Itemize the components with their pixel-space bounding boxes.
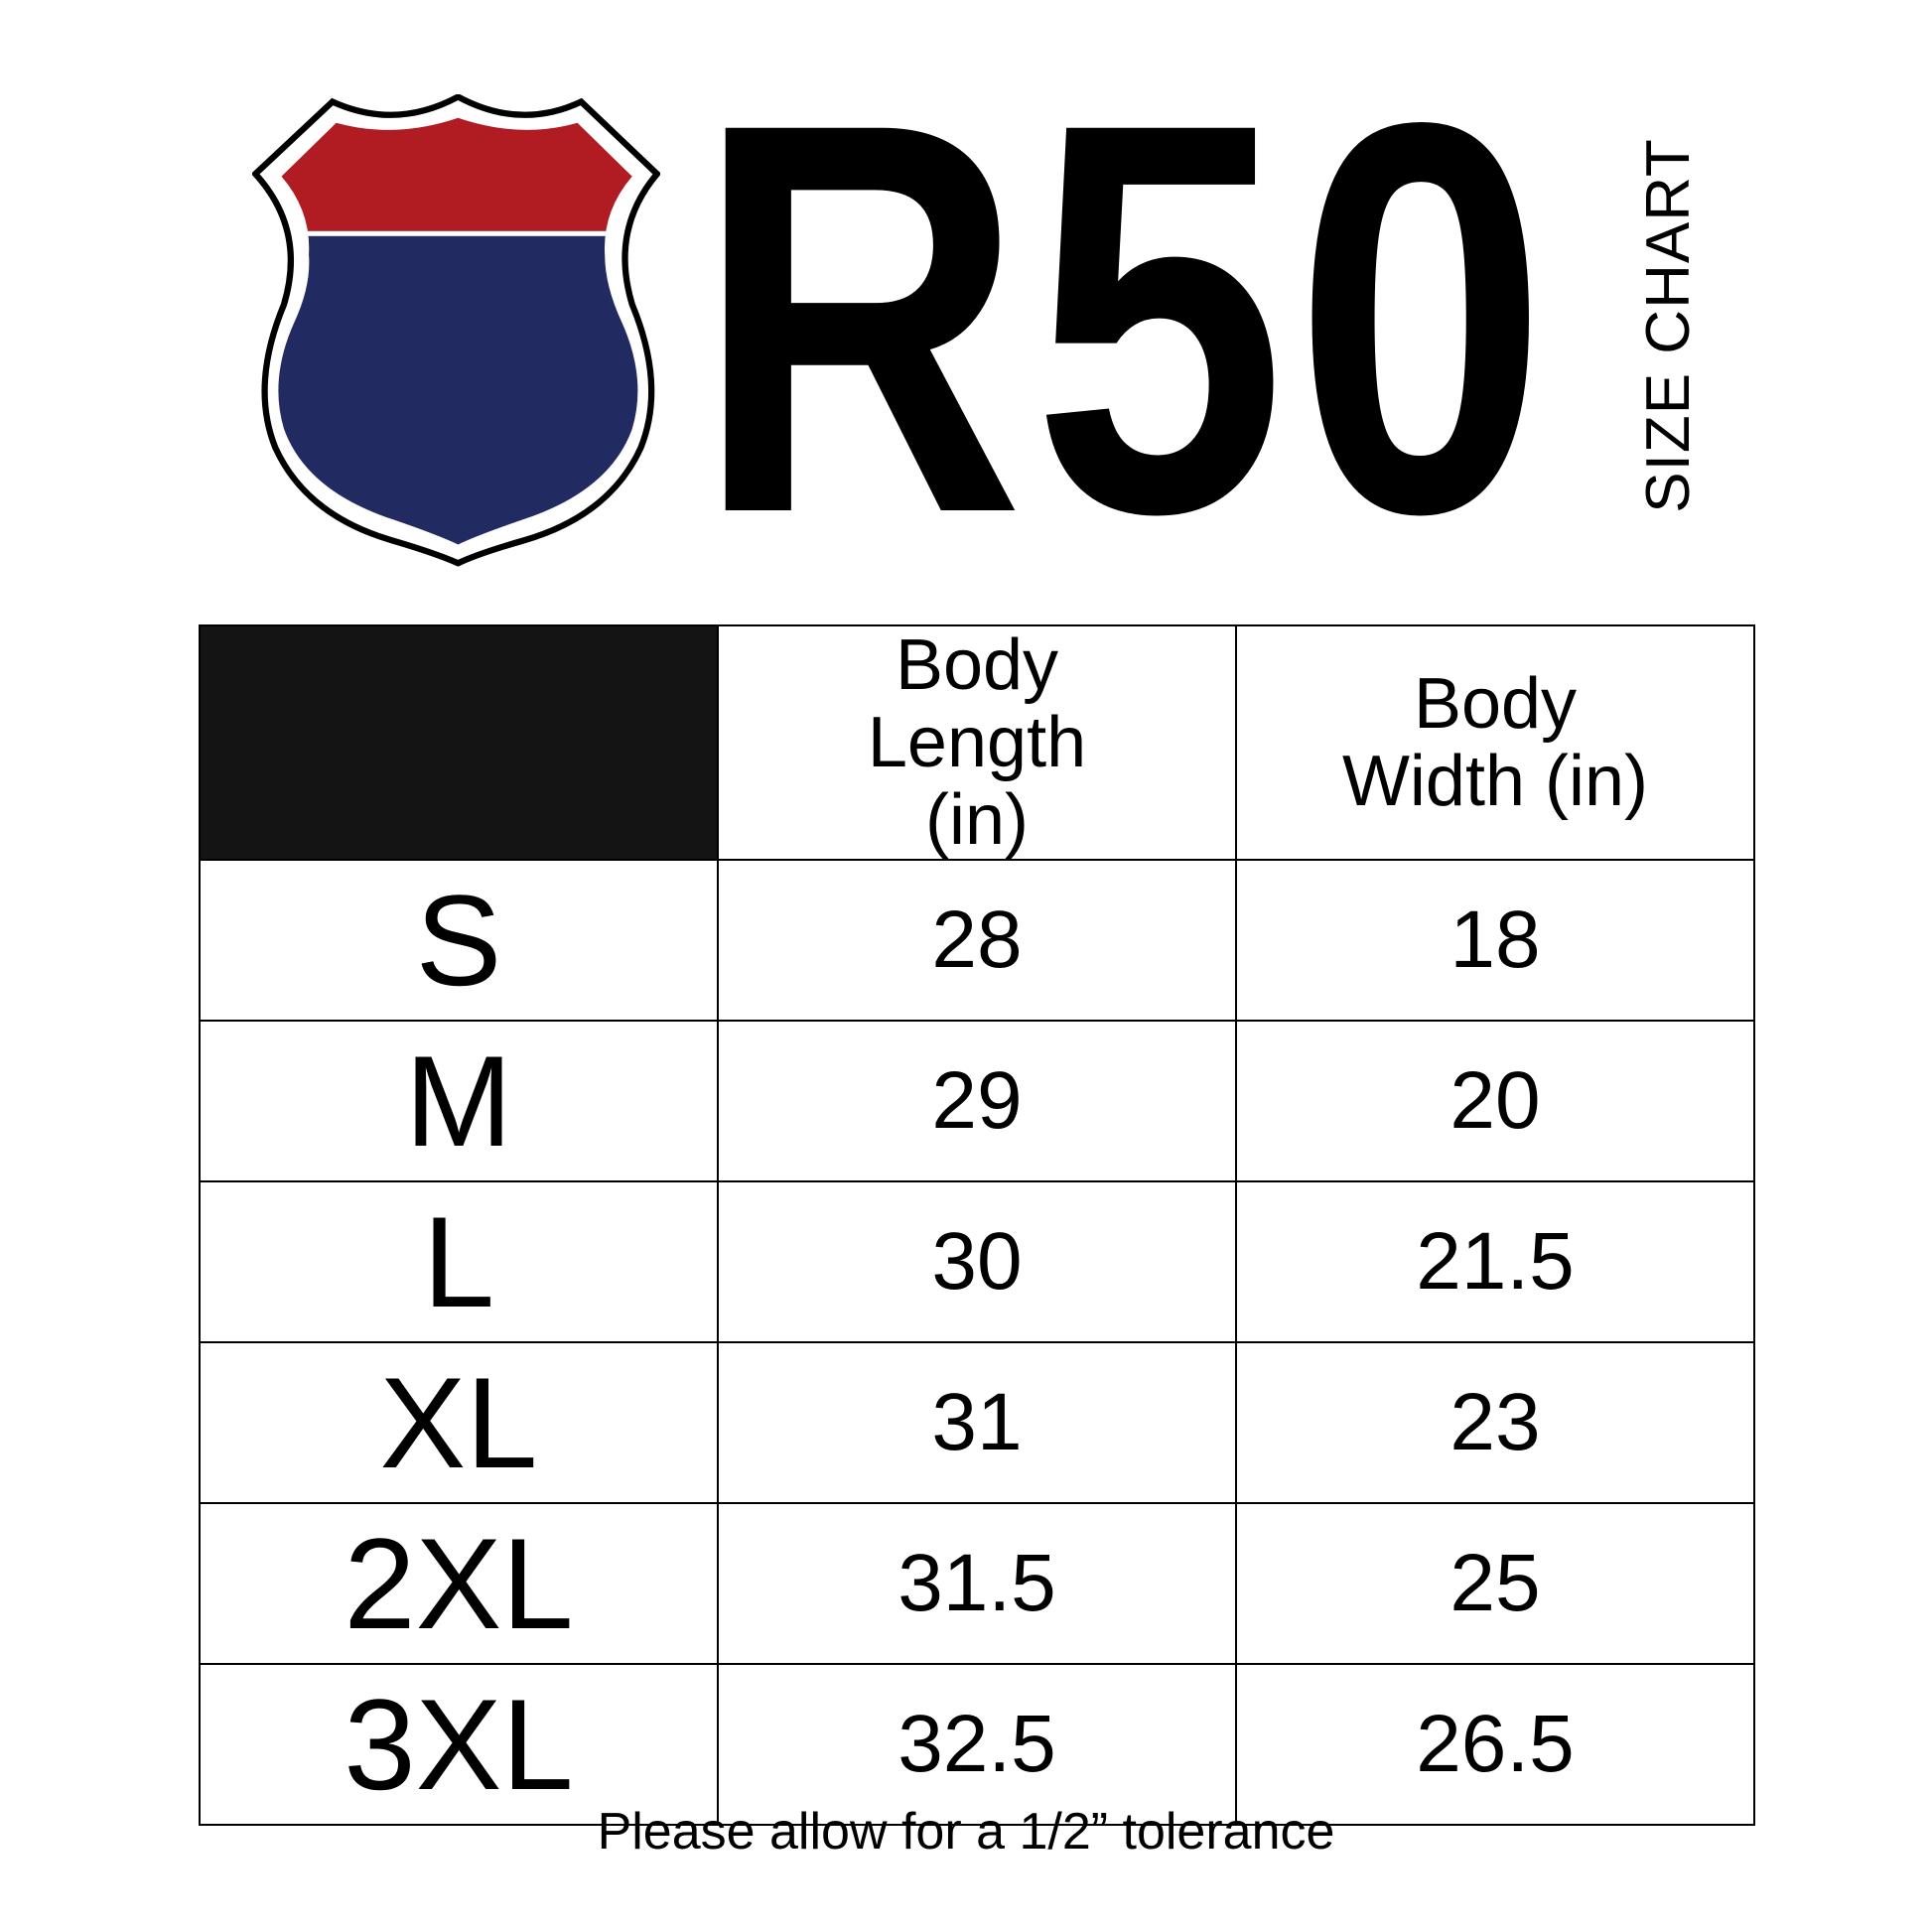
size-cell: XL <box>199 1341 719 1504</box>
width-cell: 21.5 <box>1235 1180 1755 1343</box>
header-label: Body Width (in) <box>1341 664 1649 821</box>
header-body-length: Body Length (in) <box>717 624 1237 861</box>
size-table: Body Length (in) Body Width (in) S 28 18 M… <box>199 624 1755 1826</box>
brand-logo-text: R50 <box>695 7 1556 628</box>
tolerance-note: Please allow for a 1/2” tolerance <box>597 1803 1335 1861</box>
size-cell: 3XL <box>199 1663 719 1826</box>
header-body-width: Body Width (in) <box>1235 624 1755 861</box>
table-row: XL 31 23 <box>199 1341 1755 1504</box>
header-label: Body Length (in) <box>867 625 1087 860</box>
width-cell: 20 <box>1235 1020 1755 1182</box>
width-cell: 23 <box>1235 1341 1755 1504</box>
size-cell: M <box>199 1020 719 1182</box>
table-row: L 30 21.5 <box>199 1180 1755 1343</box>
width-cell: 18 <box>1235 859 1755 1022</box>
table-row: M 29 20 <box>199 1020 1755 1182</box>
size-cell: S <box>199 859 719 1022</box>
size-cell: L <box>199 1180 719 1343</box>
width-cell: 25 <box>1235 1502 1755 1665</box>
table-row: S 28 18 <box>199 859 1755 1022</box>
size-cell: 2XL <box>199 1502 719 1665</box>
length-cell: 28 <box>717 859 1237 1022</box>
table-header-row: Body Length (in) Body Width (in) <box>199 624 1755 861</box>
length-cell: 31 <box>717 1341 1237 1504</box>
width-cell: 26.5 <box>1235 1663 1755 1826</box>
table-row: 2XL 31.5 25 <box>199 1502 1755 1665</box>
header-blank-cell <box>199 624 719 861</box>
length-cell: 32.5 <box>717 1663 1237 1826</box>
length-cell: 30 <box>717 1180 1237 1343</box>
table-row: 3XL 32.5 26.5 <box>199 1663 1755 1826</box>
length-cell: 29 <box>717 1020 1237 1182</box>
size-chart-subtitle: SIZE CHART <box>1634 138 1703 513</box>
length-cell: 31.5 <box>717 1502 1237 1665</box>
shield-logo-icon <box>252 94 660 567</box>
